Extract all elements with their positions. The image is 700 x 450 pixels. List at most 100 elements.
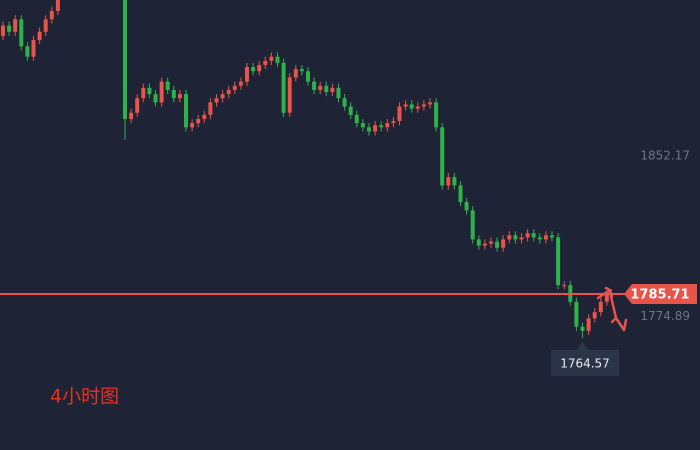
- candle-body: [495, 241, 500, 248]
- candles: [1, 0, 609, 338]
- candle-body: [409, 104, 414, 109]
- candle-body: [13, 19, 18, 32]
- candle-body: [421, 104, 426, 107]
- hand-drawn-arrow: [596, 286, 628, 332]
- candle-body: [55, 0, 60, 12]
- candle-body: [501, 239, 506, 248]
- candle-body: [257, 64, 262, 72]
- candle-body: [428, 102, 432, 105]
- candle-body: [31, 40, 36, 57]
- candle-body: [367, 127, 371, 132]
- candle-body: [49, 11, 54, 20]
- candle-body: [281, 62, 286, 113]
- candle-body: [293, 69, 298, 78]
- candle-body: [184, 94, 188, 128]
- candle-body: [415, 106, 420, 109]
- annotation: 4小时图: [50, 386, 119, 408]
- candle-body: [354, 114, 359, 124]
- candle-body: [141, 87, 146, 99]
- candle-body: [446, 177, 451, 186]
- candle-body: [312, 81, 317, 90]
- candle-body: [592, 312, 597, 319]
- candle-body: [397, 106, 402, 122]
- candle-body: [159, 81, 164, 103]
- candle-body: [263, 60, 268, 65]
- candle-body: [123, 0, 127, 119]
- candle-body: [269, 56, 274, 61]
- candle-body: [391, 121, 396, 124]
- candle-body: [226, 89, 231, 95]
- candle-body: [580, 326, 585, 331]
- candle-body: [342, 98, 347, 107]
- candle-body: [275, 56, 280, 63]
- candle-body: [330, 87, 335, 92]
- candle-body: [556, 237, 561, 286]
- candle-body: [190, 123, 195, 128]
- candle-body: [299, 69, 304, 72]
- y-tick-label: 1774.89: [640, 309, 690, 323]
- candle-body: [324, 85, 329, 92]
- candle-body: [470, 210, 475, 240]
- candle-body: [251, 67, 256, 72]
- candle-body: [434, 102, 439, 128]
- candle-body: [543, 235, 548, 240]
- candle-body: [440, 127, 445, 186]
- candle-body: [306, 71, 310, 82]
- candle-body: [385, 123, 390, 128]
- candle-body: [507, 235, 512, 240]
- candle-body: [598, 301, 603, 313]
- candle-body: [318, 85, 323, 90]
- candle-body: [165, 81, 170, 90]
- candle-body: [476, 239, 481, 246]
- candle-body: [177, 94, 182, 99]
- candle-body: [458, 185, 463, 203]
- candle-body: [531, 233, 536, 238]
- candle-body: [489, 241, 493, 244]
- candle-body: [574, 301, 579, 327]
- candle-body: [1, 25, 5, 36]
- current-price-tag: [624, 284, 697, 305]
- candle-body: [37, 31, 42, 41]
- candle-body: [208, 102, 213, 115]
- candle-body: [238, 81, 243, 86]
- candle-body: [129, 112, 134, 119]
- low-label-box: [551, 341, 619, 376]
- candle-body: [220, 94, 225, 99]
- candle-body: [586, 318, 591, 331]
- candle-body: [604, 294, 609, 302]
- candle-body: [153, 94, 158, 103]
- candle-body: [562, 285, 567, 287]
- candle-body: [147, 87, 152, 95]
- candle-body: [245, 67, 249, 82]
- candle-body: [196, 118, 201, 124]
- candle-body: [403, 104, 408, 107]
- candle-body: [7, 25, 12, 32]
- candle-body: [464, 202, 469, 211]
- candle-body: [348, 106, 353, 115]
- candle-body: [214, 98, 219, 103]
- current-price-label: 1785.71: [630, 288, 689, 303]
- candle-body: [519, 237, 524, 240]
- candle-body: [482, 243, 487, 246]
- candle-body: [25, 46, 30, 57]
- candle-body: [135, 98, 140, 113]
- low-label: 1764.57: [560, 356, 610, 370]
- candle-body: [336, 87, 341, 99]
- candle-body: [373, 125, 378, 132]
- candle-body: [202, 114, 207, 119]
- candle-body: [43, 19, 48, 32]
- candle-body: [171, 89, 176, 99]
- candle-body: [525, 233, 530, 238]
- candle-body: [537, 237, 542, 240]
- candle-body: [452, 177, 457, 186]
- candle-body: [513, 235, 518, 240]
- candle-body: [550, 235, 554, 238]
- y-tick-label: 1852.17: [640, 149, 690, 163]
- candle-body: [379, 125, 384, 128]
- candle-body: [19, 19, 24, 47]
- candle-body: [287, 77, 292, 113]
- candle-body: [360, 123, 365, 128]
- candle-body: [232, 85, 237, 90]
